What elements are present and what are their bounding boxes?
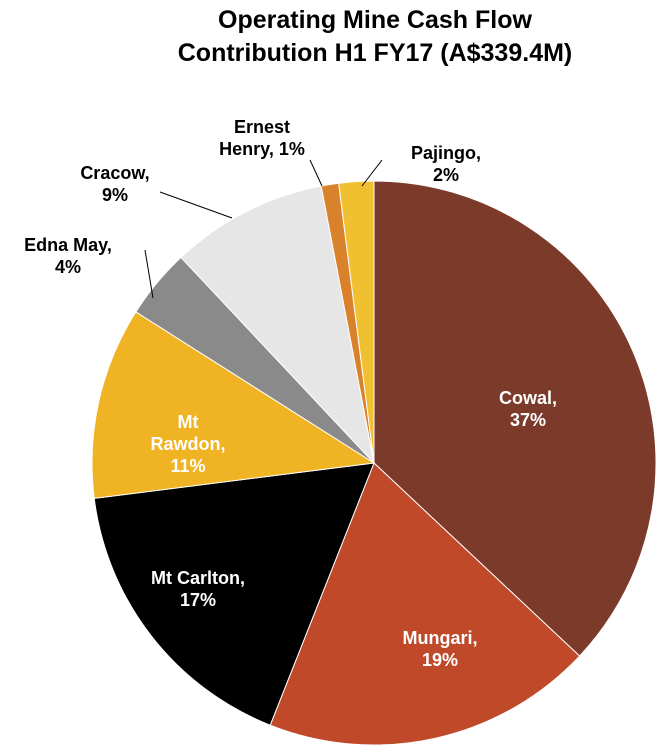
data-label-line: Henry, 1% — [219, 139, 305, 159]
data-label: Edna May, 4% — [24, 235, 112, 277]
pie-slice — [93, 462, 375, 726]
data-label: Pajingo, 2% — [411, 143, 481, 185]
data-label: Mungari, 19% — [403, 628, 478, 670]
data-label-line: Ernest — [234, 117, 290, 137]
data-label-line: 17% — [180, 590, 216, 610]
data-label-line: 37% — [510, 410, 546, 430]
data-label-line: Pajingo, — [411, 143, 481, 163]
leader-line — [159, 191, 233, 219]
pie-slice — [338, 180, 375, 464]
data-label: Ernest Henry, 1% — [219, 117, 305, 159]
data-label-line: 11% — [170, 456, 205, 476]
data-label-line: Cowal, — [499, 388, 557, 408]
data-label-line: 2% — [433, 165, 459, 185]
data-label: Mt Rawdon, 11% — [151, 412, 226, 476]
data-label-line: Edna May, — [24, 235, 112, 255]
data-label: Mt Carlton, 17% — [151, 568, 245, 610]
pie-slice — [91, 311, 376, 499]
data-label-line: 19% — [422, 650, 458, 670]
data-label-line: 9% — [102, 185, 128, 205]
data-label-line: Mungari, — [403, 628, 478, 648]
data-label-line: 4% — [55, 257, 81, 277]
data-label-line: Rawdon, — [151, 434, 226, 454]
pie-slice — [269, 462, 581, 746]
data-label-line: Cracow, — [80, 163, 149, 183]
data-label-line: Mt — [178, 412, 199, 432]
leader-line — [144, 249, 154, 299]
data-label: Cracow, 9% — [80, 163, 149, 205]
chart-title: Operating Mine Cash Flow Contribution H1… — [177, 6, 573, 67]
data-label-line: Mt Carlton, — [151, 568, 245, 588]
leader-line — [309, 159, 323, 187]
leader-line — [361, 159, 383, 187]
data-label: Cowal, 37% — [499, 388, 557, 430]
pie-slice — [373, 180, 657, 657]
pie-slice — [180, 185, 375, 465]
